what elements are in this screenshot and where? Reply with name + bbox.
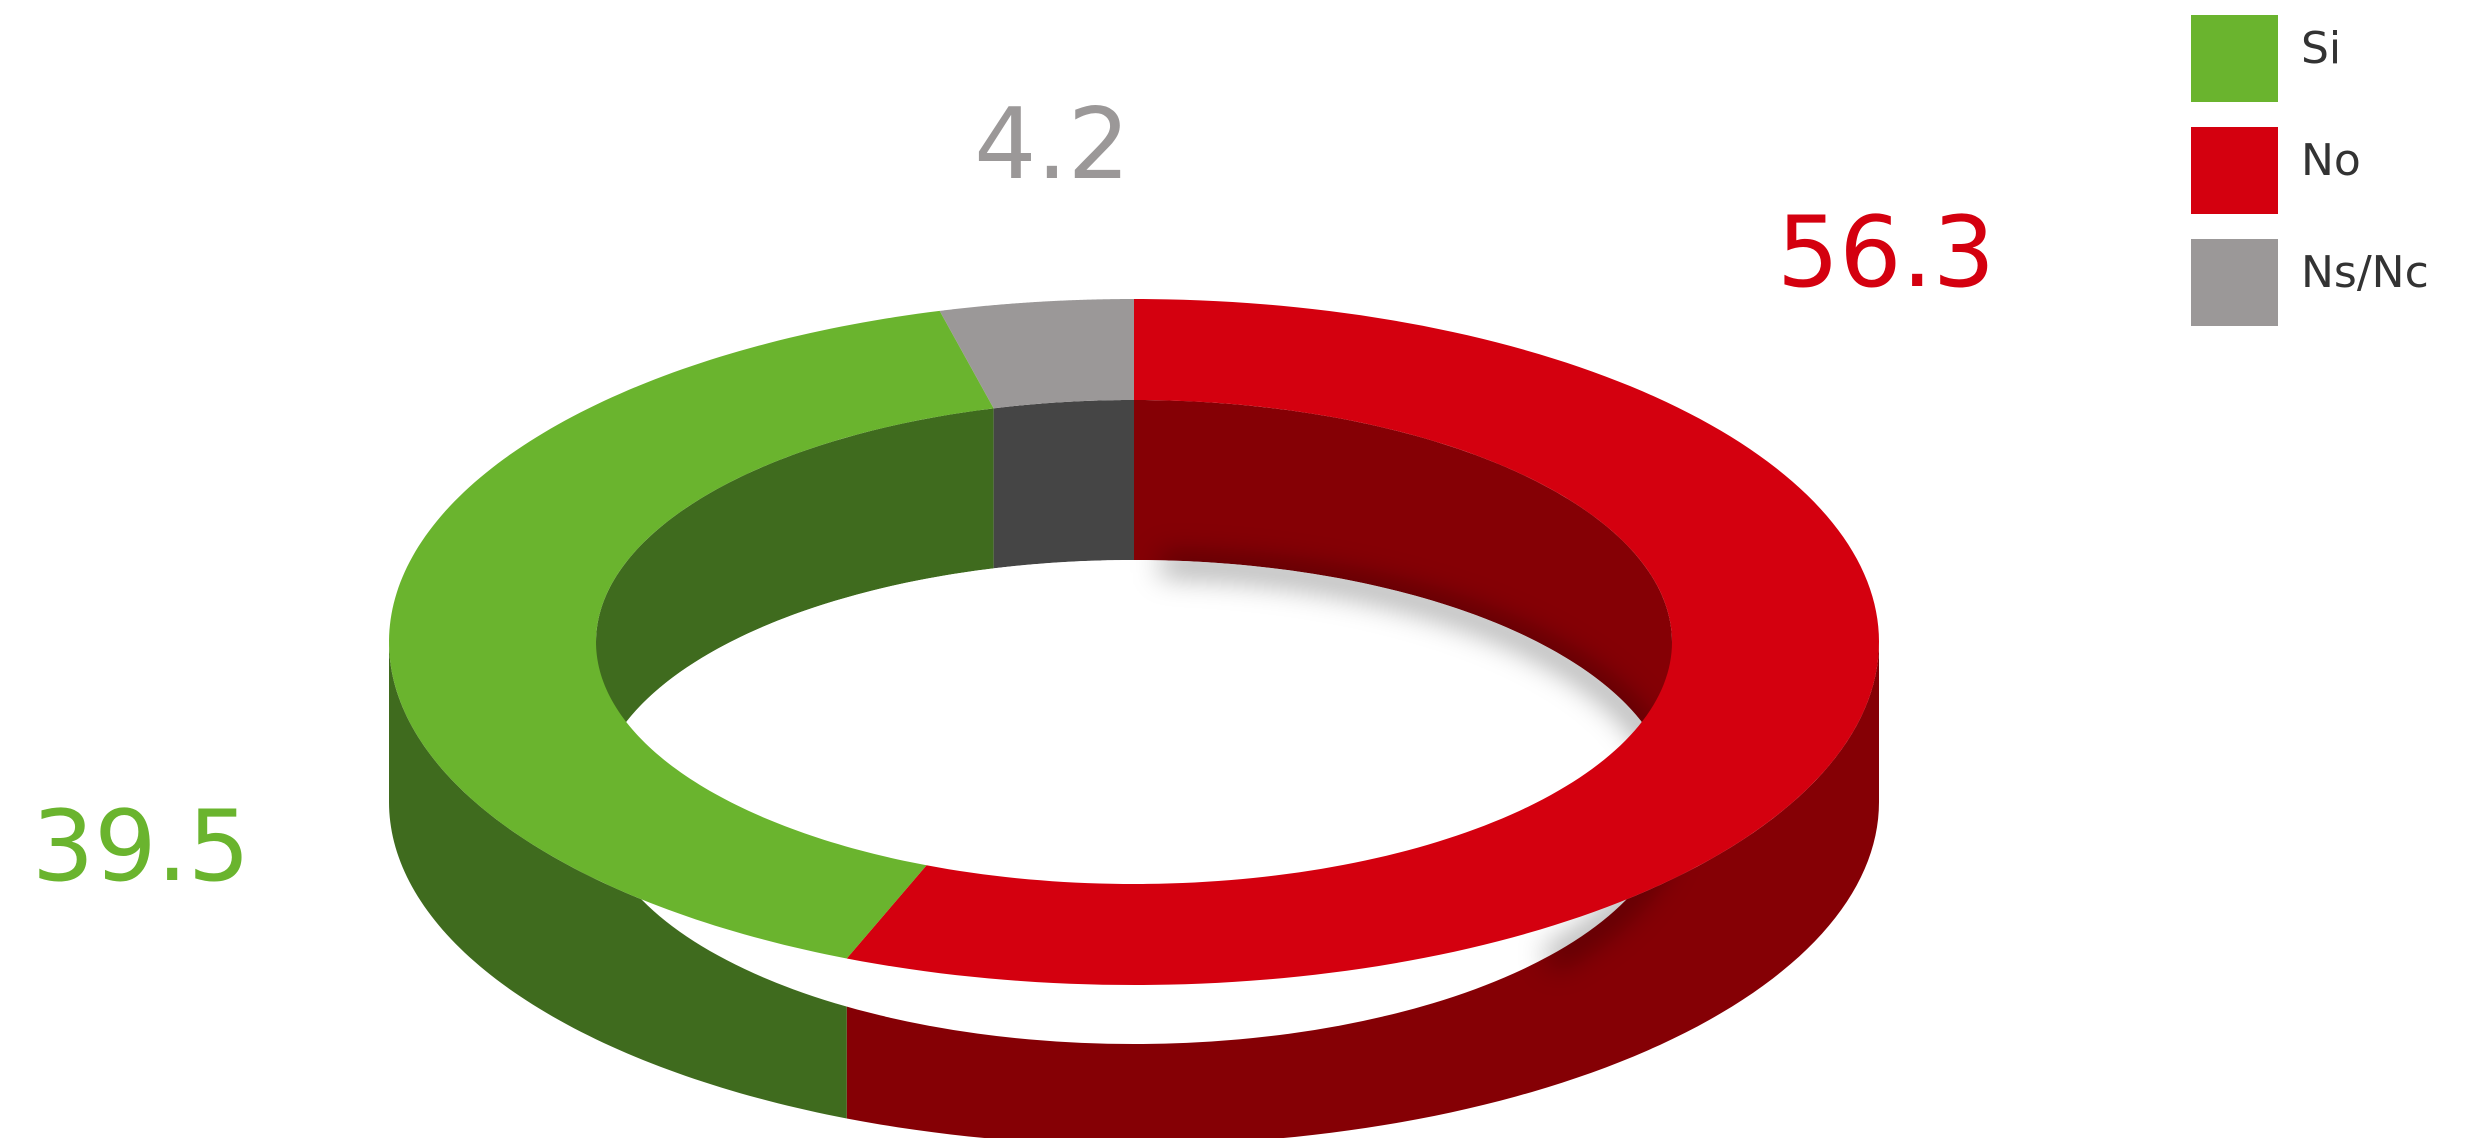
donut-layer [389,299,1879,1143]
value-label-si: 39.5 [32,790,250,904]
inner-wall-nsnc-0 [993,400,1134,569]
legend-label-si: Si [2301,23,2342,74]
inner-wall-no-1 [1134,400,1672,802]
legend-label-nsnc: Ns/Nc [2301,247,2429,298]
value-label-nsnc: 4.2 [974,88,1130,202]
value-labels: 39.5 56.3 4.2 [32,88,1995,904]
legend-swatch-si [2191,15,2278,102]
legend-label-no: No [2301,135,2361,186]
slice-no [846,299,1879,985]
value-label-no: 56.3 [1777,196,1995,310]
slice-si [389,310,994,959]
legend-swatch-nsnc [2191,239,2278,326]
legend-swatch-no [2191,127,2278,214]
inner-wall-si-0 [596,408,994,802]
outer-wall-si [389,642,847,1119]
slice-nsnc [939,299,1134,409]
